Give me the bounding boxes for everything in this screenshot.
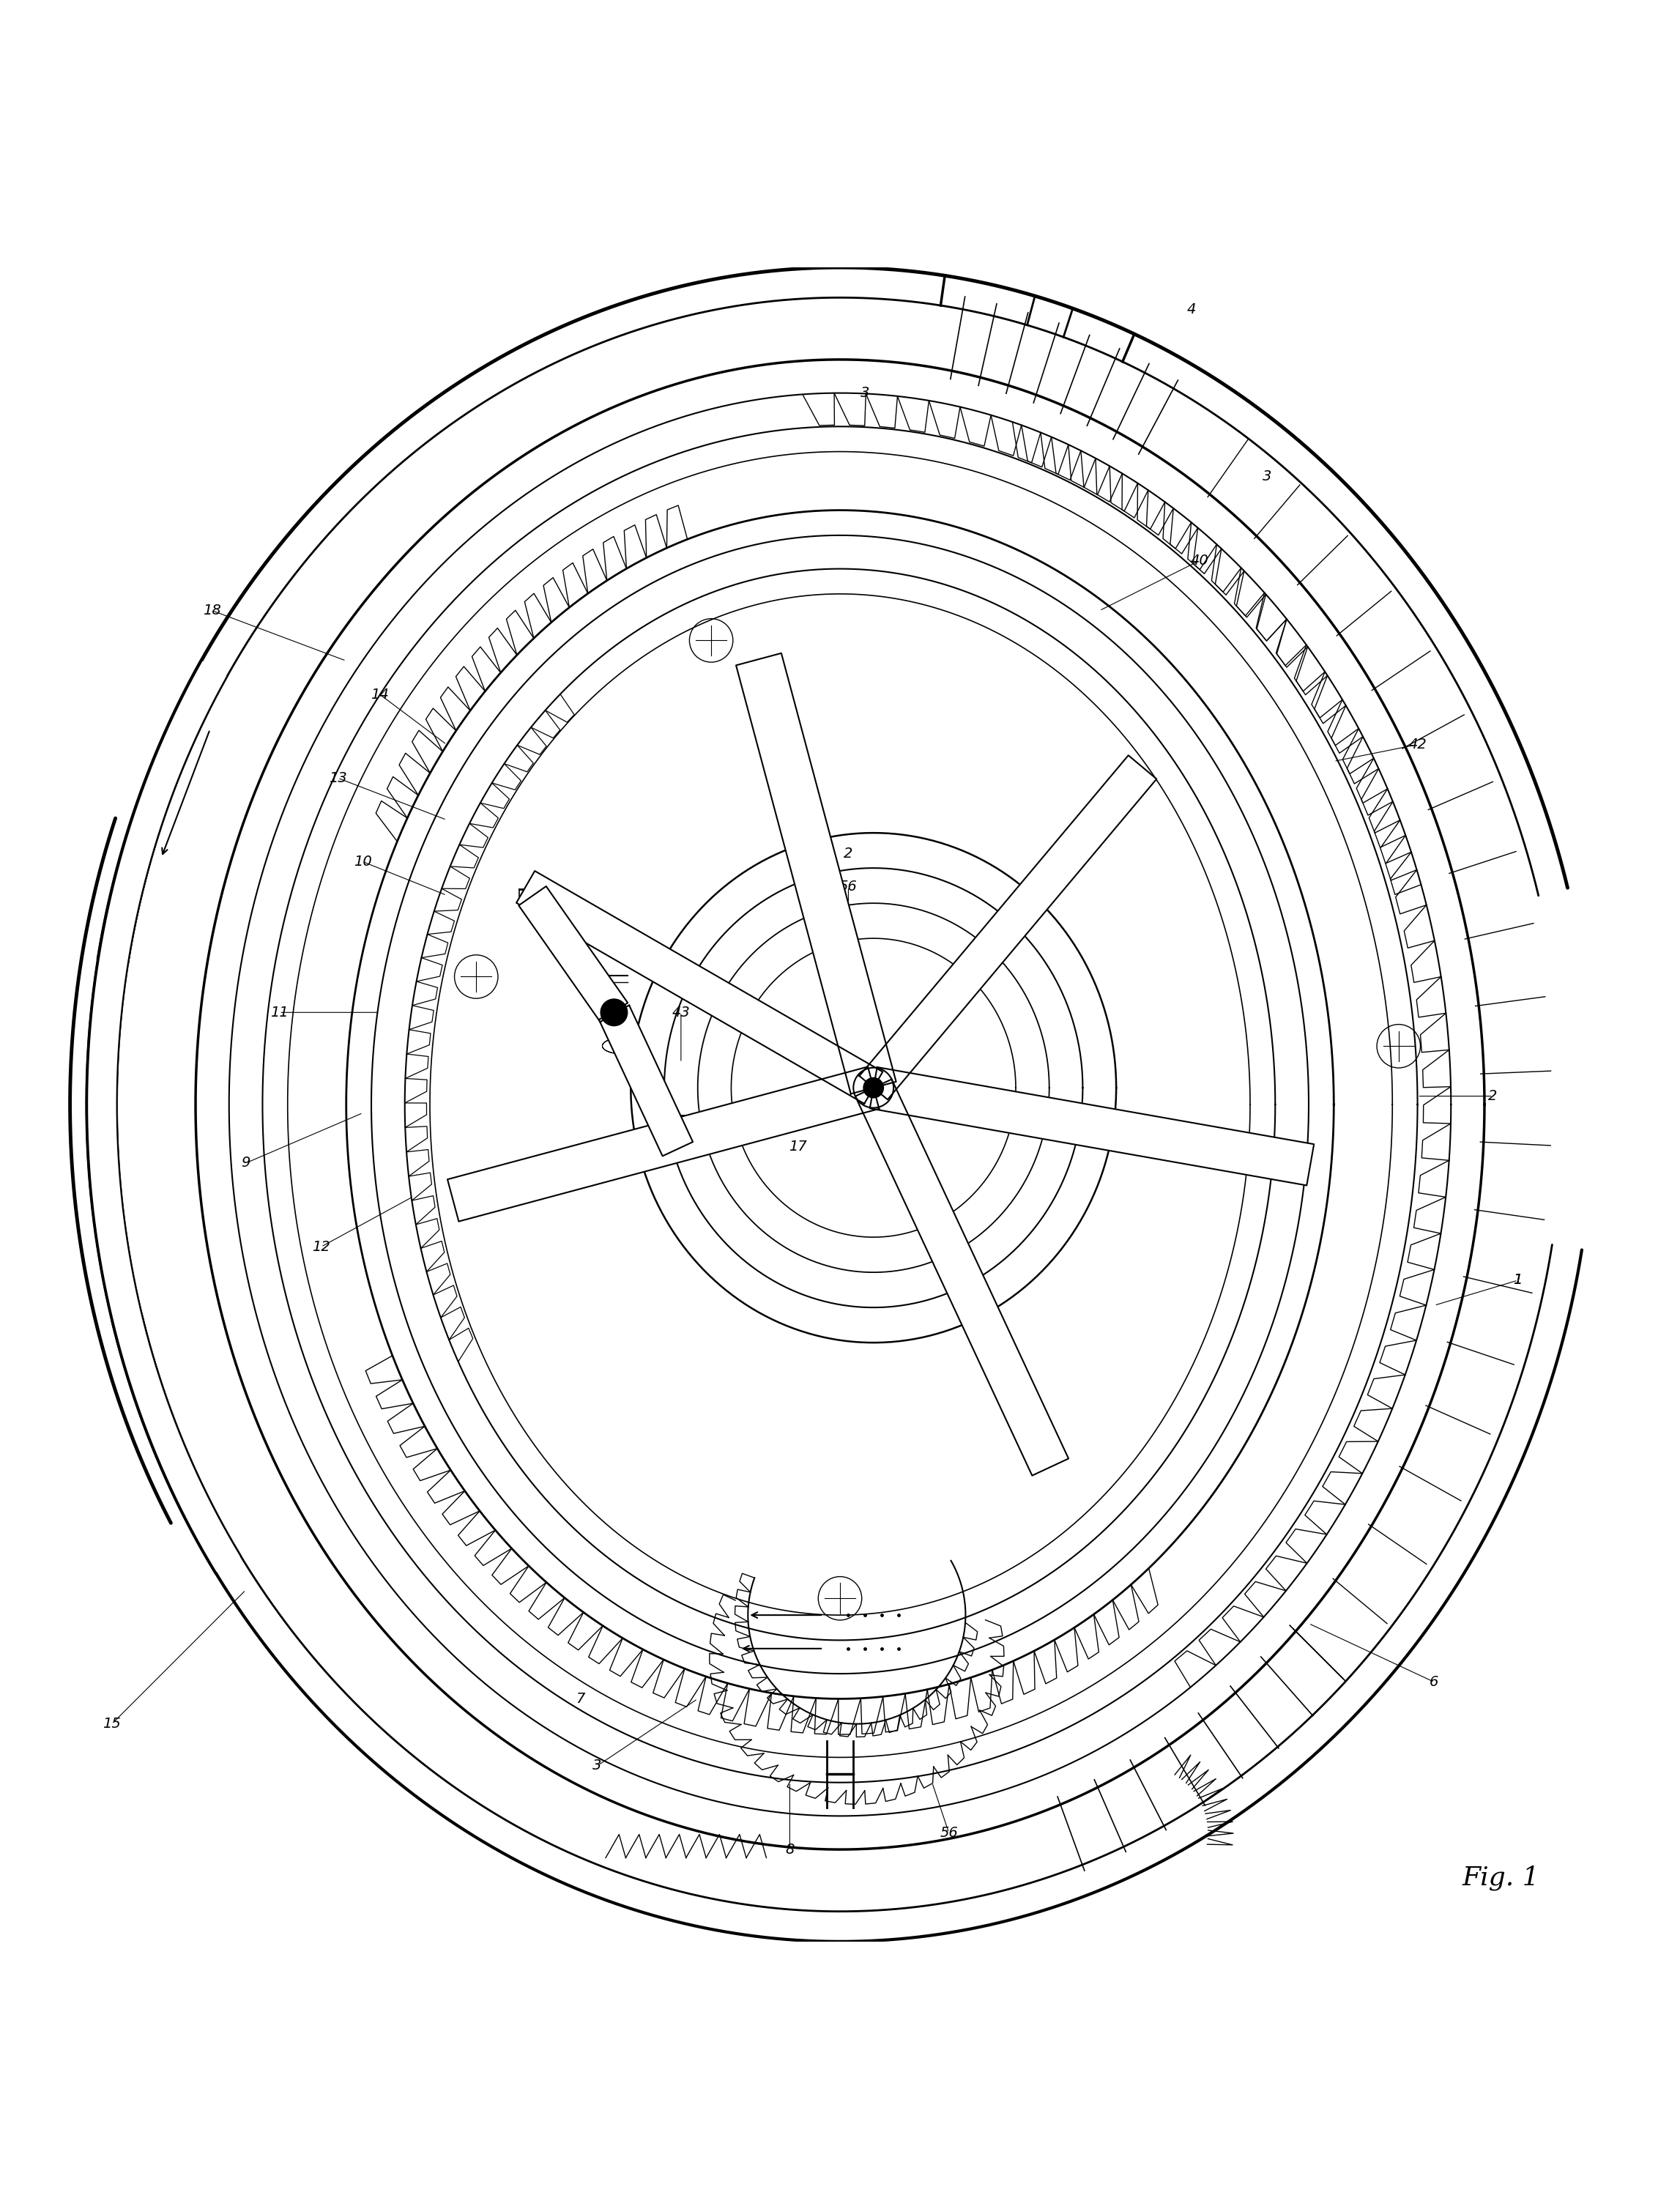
Text: 2: 2	[1488, 1089, 1497, 1102]
Text: 3: 3	[860, 387, 870, 400]
Text: 16: 16	[739, 1122, 758, 1138]
Polygon shape	[516, 870, 882, 1104]
Text: 14: 14	[371, 687, 388, 700]
Text: Fig. 1: Fig. 1	[1463, 1864, 1541, 1891]
Text: 9: 9	[242, 1155, 250, 1171]
Text: 17: 17	[790, 1140, 806, 1153]
Polygon shape	[447, 1067, 879, 1222]
Text: 7: 7	[576, 1692, 585, 1705]
Polygon shape	[598, 1005, 692, 1155]
Text: 1: 1	[1514, 1272, 1522, 1288]
Polygon shape	[736, 654, 895, 1093]
Text: 40: 40	[1191, 554, 1210, 568]
Text: 4: 4	[1188, 303, 1196, 316]
Text: 15: 15	[102, 1716, 121, 1732]
Text: 3: 3	[1262, 471, 1272, 484]
Text: 6: 6	[1430, 1674, 1438, 1690]
Text: 2: 2	[843, 846, 853, 859]
Text: 12: 12	[312, 1239, 331, 1255]
Text: 8: 8	[785, 1842, 795, 1856]
Polygon shape	[870, 1067, 1314, 1186]
Text: 5: 5	[759, 1122, 769, 1138]
Text: 1: 1	[1514, 1272, 1522, 1288]
Text: 10: 10	[354, 855, 371, 868]
Polygon shape	[860, 755, 1156, 1100]
Text: 14: 14	[655, 972, 674, 985]
Text: 43: 43	[672, 1005, 690, 1018]
Polygon shape	[519, 886, 628, 1023]
Text: 11: 11	[270, 1005, 289, 1018]
Polygon shape	[855, 1080, 1068, 1476]
Text: 56: 56	[939, 1827, 958, 1840]
Circle shape	[864, 1078, 884, 1098]
Text: 42: 42	[1408, 738, 1426, 751]
Text: 56: 56	[840, 879, 857, 895]
Circle shape	[601, 998, 627, 1025]
Text: 18: 18	[203, 603, 222, 619]
Text: 13: 13	[329, 771, 346, 784]
Polygon shape	[87, 660, 240, 1573]
Text: 3: 3	[593, 1758, 601, 1772]
